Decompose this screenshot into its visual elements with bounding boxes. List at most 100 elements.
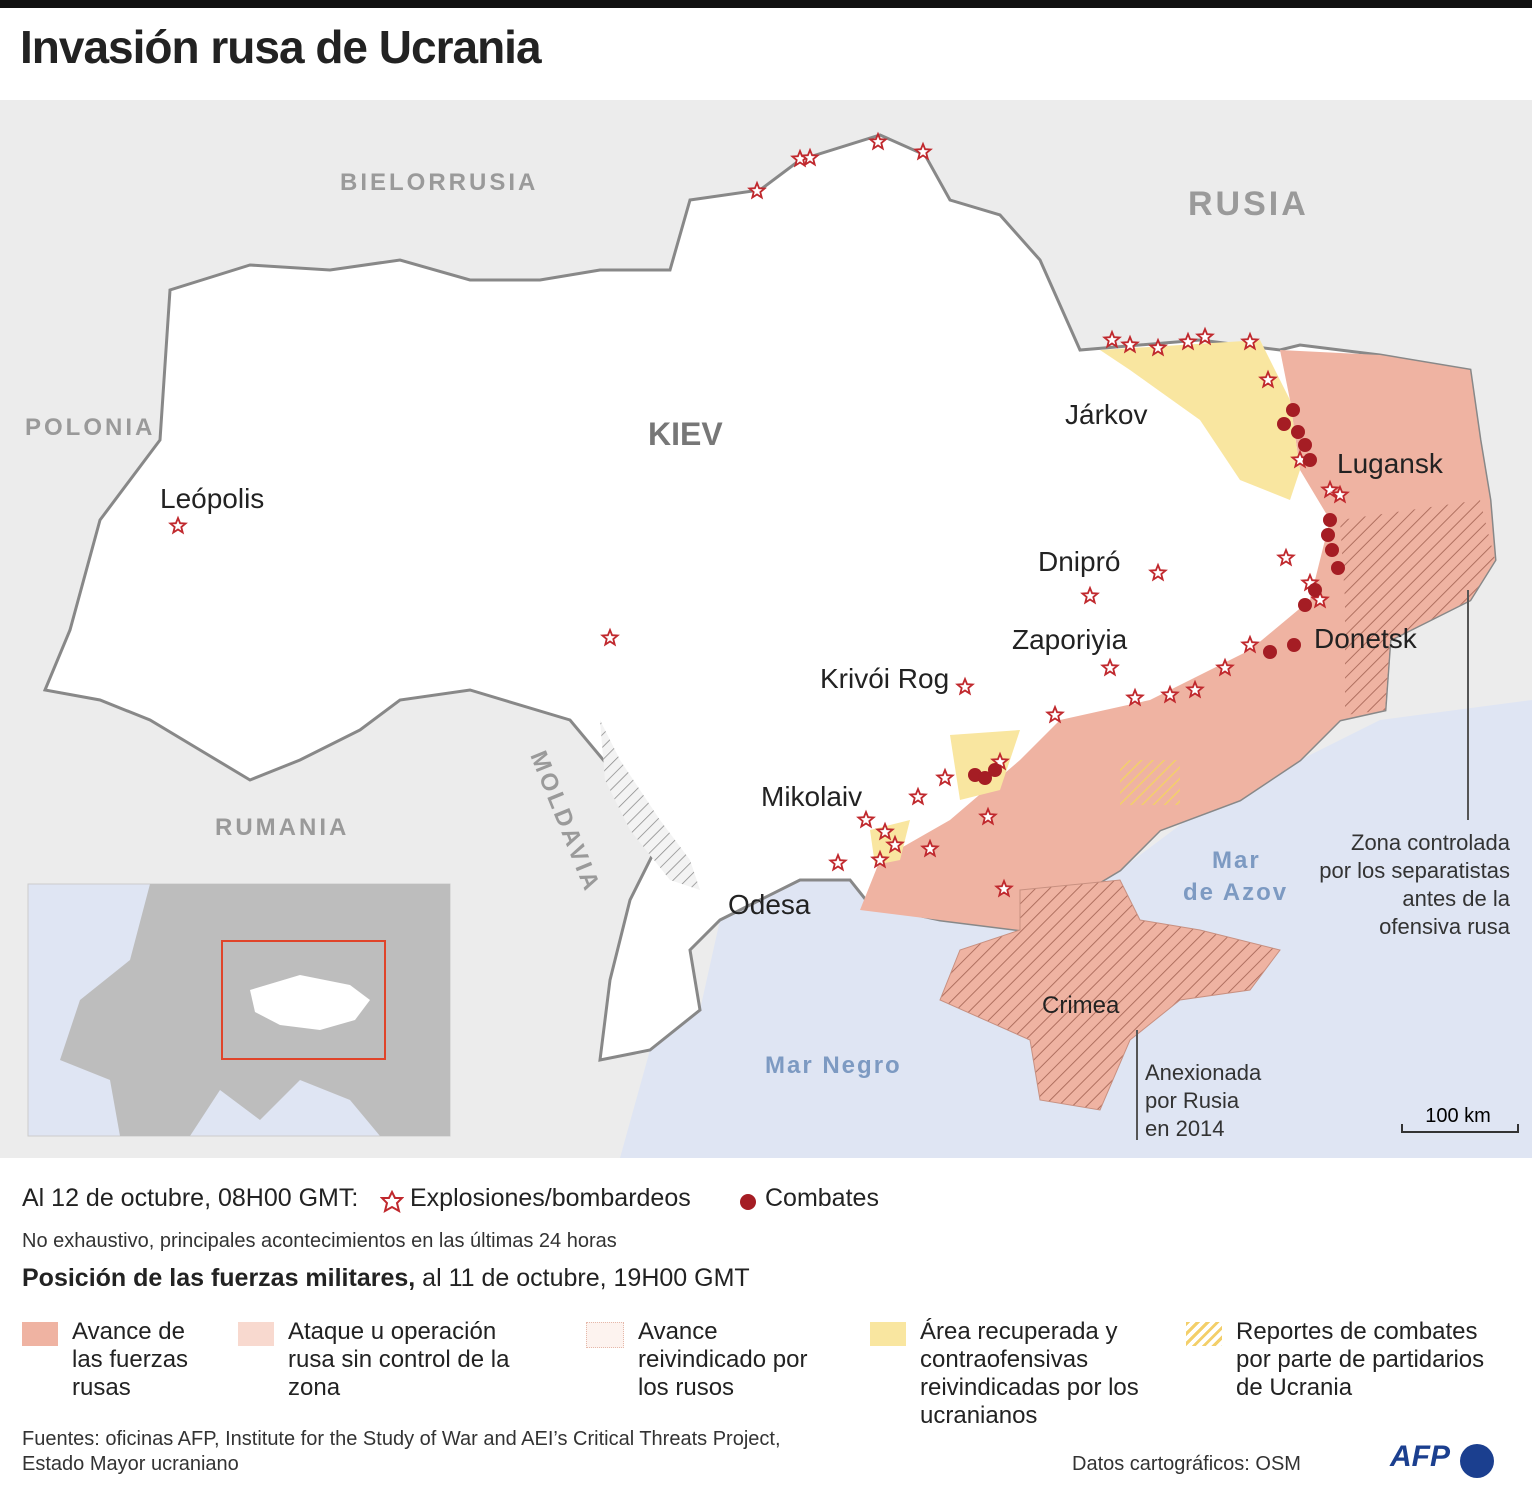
combat-marker <box>1291 425 1305 439</box>
partisan-reports <box>1120 760 1180 805</box>
legend-item: Reportes de combates por parte de partid… <box>1186 1318 1516 1402</box>
explosion-marker <box>747 180 767 200</box>
explosion-marker <box>1240 634 1260 654</box>
swatch <box>870 1322 906 1346</box>
ukrainian-recovered <box>1100 340 1300 500</box>
map-data-credit: Datos cartográficos: OSM <box>1072 1453 1301 1475</box>
annotation: ofensiva rusa <box>1379 914 1511 939</box>
combat-marker <box>1325 543 1339 557</box>
capital-label: KIEV <box>648 416 723 452</box>
city-label: Crimea <box>1042 992 1120 1019</box>
legend-label: Área recuperada y contraofensivas reivin… <box>920 1318 1139 1429</box>
combat-marker <box>1287 638 1301 652</box>
explosion-marker <box>875 821 895 841</box>
sources: Estado Mayor ucraniano <box>22 1453 239 1475</box>
legend-star-icon <box>380 1190 404 1214</box>
legend-label: Avance reivindicado por los rusos <box>638 1318 808 1401</box>
explosion-marker <box>955 676 975 696</box>
crimea <box>939 879 1281 1111</box>
city-label: Mikolaiv <box>761 781 862 812</box>
map: BIELORRUSIA RUSIA POLONIA RUMANIA MOLDAV… <box>0 100 1532 1158</box>
combat-marker <box>1331 561 1345 575</box>
country-label: RUSIA <box>1188 185 1309 223</box>
legend-combat: Combates <box>765 1184 879 1212</box>
country-label: BIELORRUSIA <box>340 169 538 196</box>
combat-marker <box>1298 598 1312 612</box>
positions-date: al 11 de octubre, 19H00 GMT <box>422 1264 750 1292</box>
legend-label: Avance de las fuerzas rusas <box>72 1318 189 1401</box>
city-label: Donetsk <box>1314 623 1418 654</box>
explosion-marker <box>1215 657 1235 677</box>
legend-item: Avance de las fuerzas rusas <box>22 1318 222 1402</box>
positions-heading: Posición de las fuerzas militares, <box>22 1264 416 1292</box>
legend-item: Avance reivindicado por los rusos <box>586 1318 826 1402</box>
explosion-marker <box>856 809 876 829</box>
explosion-marker <box>1258 369 1278 389</box>
annotation: en 2014 <box>1145 1116 1225 1141</box>
explosion-marker <box>168 515 188 535</box>
explosion-marker <box>1120 334 1140 354</box>
explosion-marker <box>828 852 848 872</box>
annotation: antes de la <box>1402 886 1510 911</box>
sea-label: Mar Negro <box>765 1052 902 1079</box>
swatch <box>586 1322 624 1348</box>
city-label: Zaporiyia <box>1012 624 1128 655</box>
explosion-marker <box>1178 331 1198 351</box>
top-bar <box>0 0 1532 8</box>
combat-marker <box>1277 417 1291 431</box>
explosion-marker <box>913 141 933 161</box>
legend-item: Ataque u operación rusa sin control de l… <box>238 1318 538 1402</box>
inset-frame <box>221 940 386 1060</box>
explosion-marker <box>1080 585 1100 605</box>
city-label: Krivói Rog <box>820 663 949 694</box>
ukrainian-recovered <box>950 730 1020 800</box>
explosion-marker <box>885 834 905 854</box>
explosion-marker <box>1240 331 1260 351</box>
explosion-marker <box>1148 562 1168 582</box>
city-label: Járkov <box>1065 399 1147 430</box>
legend-timestamp: Al 12 de octubre, 08H00 GMT: <box>22 1184 359 1212</box>
title: Invasión rusa de Ucrania <box>20 21 542 73</box>
legend-label: Ataque u operación rusa sin control de l… <box>288 1318 510 1401</box>
combat-marker <box>1303 453 1317 467</box>
logo: AFP <box>1390 1440 1450 1473</box>
inset-ukraine <box>250 975 370 1030</box>
legend-item: Área recuperada y contraofensivas reivin… <box>870 1318 1170 1430</box>
explosion-marker <box>908 786 928 806</box>
swatch <box>238 1322 274 1346</box>
legend-heading: Posición de las fuerzas militares, al 11… <box>22 1264 750 1293</box>
explosion-marker <box>1102 329 1122 349</box>
legend-note: No exhaustivo, principales acontecimient… <box>22 1230 617 1252</box>
explosion-marker <box>1320 479 1340 499</box>
city-label: Leópolis <box>160 483 264 514</box>
scale-label: 100 km <box>1425 1105 1491 1127</box>
combat-marker <box>1321 528 1335 542</box>
swatch <box>22 1322 58 1346</box>
combat-marker <box>1323 513 1337 527</box>
explosion-marker <box>870 849 890 869</box>
explosion-marker <box>978 806 998 826</box>
swatch <box>1186 1322 1222 1346</box>
explosion-marker <box>1276 547 1296 567</box>
explosion-marker <box>1045 704 1065 724</box>
country-label: RUMANIA <box>215 814 349 841</box>
scale-bar <box>1401 1124 1519 1133</box>
explosion-marker <box>868 131 888 151</box>
explosion-marker <box>1195 326 1215 346</box>
city-label: Odesa <box>728 889 811 920</box>
separatist-area <box>1340 500 1495 715</box>
city-label: Dnipró <box>1038 546 1120 577</box>
country-label: POLONIA <box>25 414 155 441</box>
annotation: por Rusia <box>1145 1088 1240 1113</box>
legend-label: Reportes de combates por parte de partid… <box>1236 1318 1485 1401</box>
legend-dot-icon <box>740 1194 756 1210</box>
explosion-marker <box>994 878 1014 898</box>
explosion-marker <box>920 838 940 858</box>
explosion-marker <box>1330 484 1350 504</box>
annotation: por los separatistas <box>1319 858 1510 883</box>
explosion-marker <box>935 767 955 787</box>
transnistria <box>600 720 700 890</box>
logo-circle <box>1460 1444 1494 1478</box>
combat-marker <box>1286 403 1300 417</box>
